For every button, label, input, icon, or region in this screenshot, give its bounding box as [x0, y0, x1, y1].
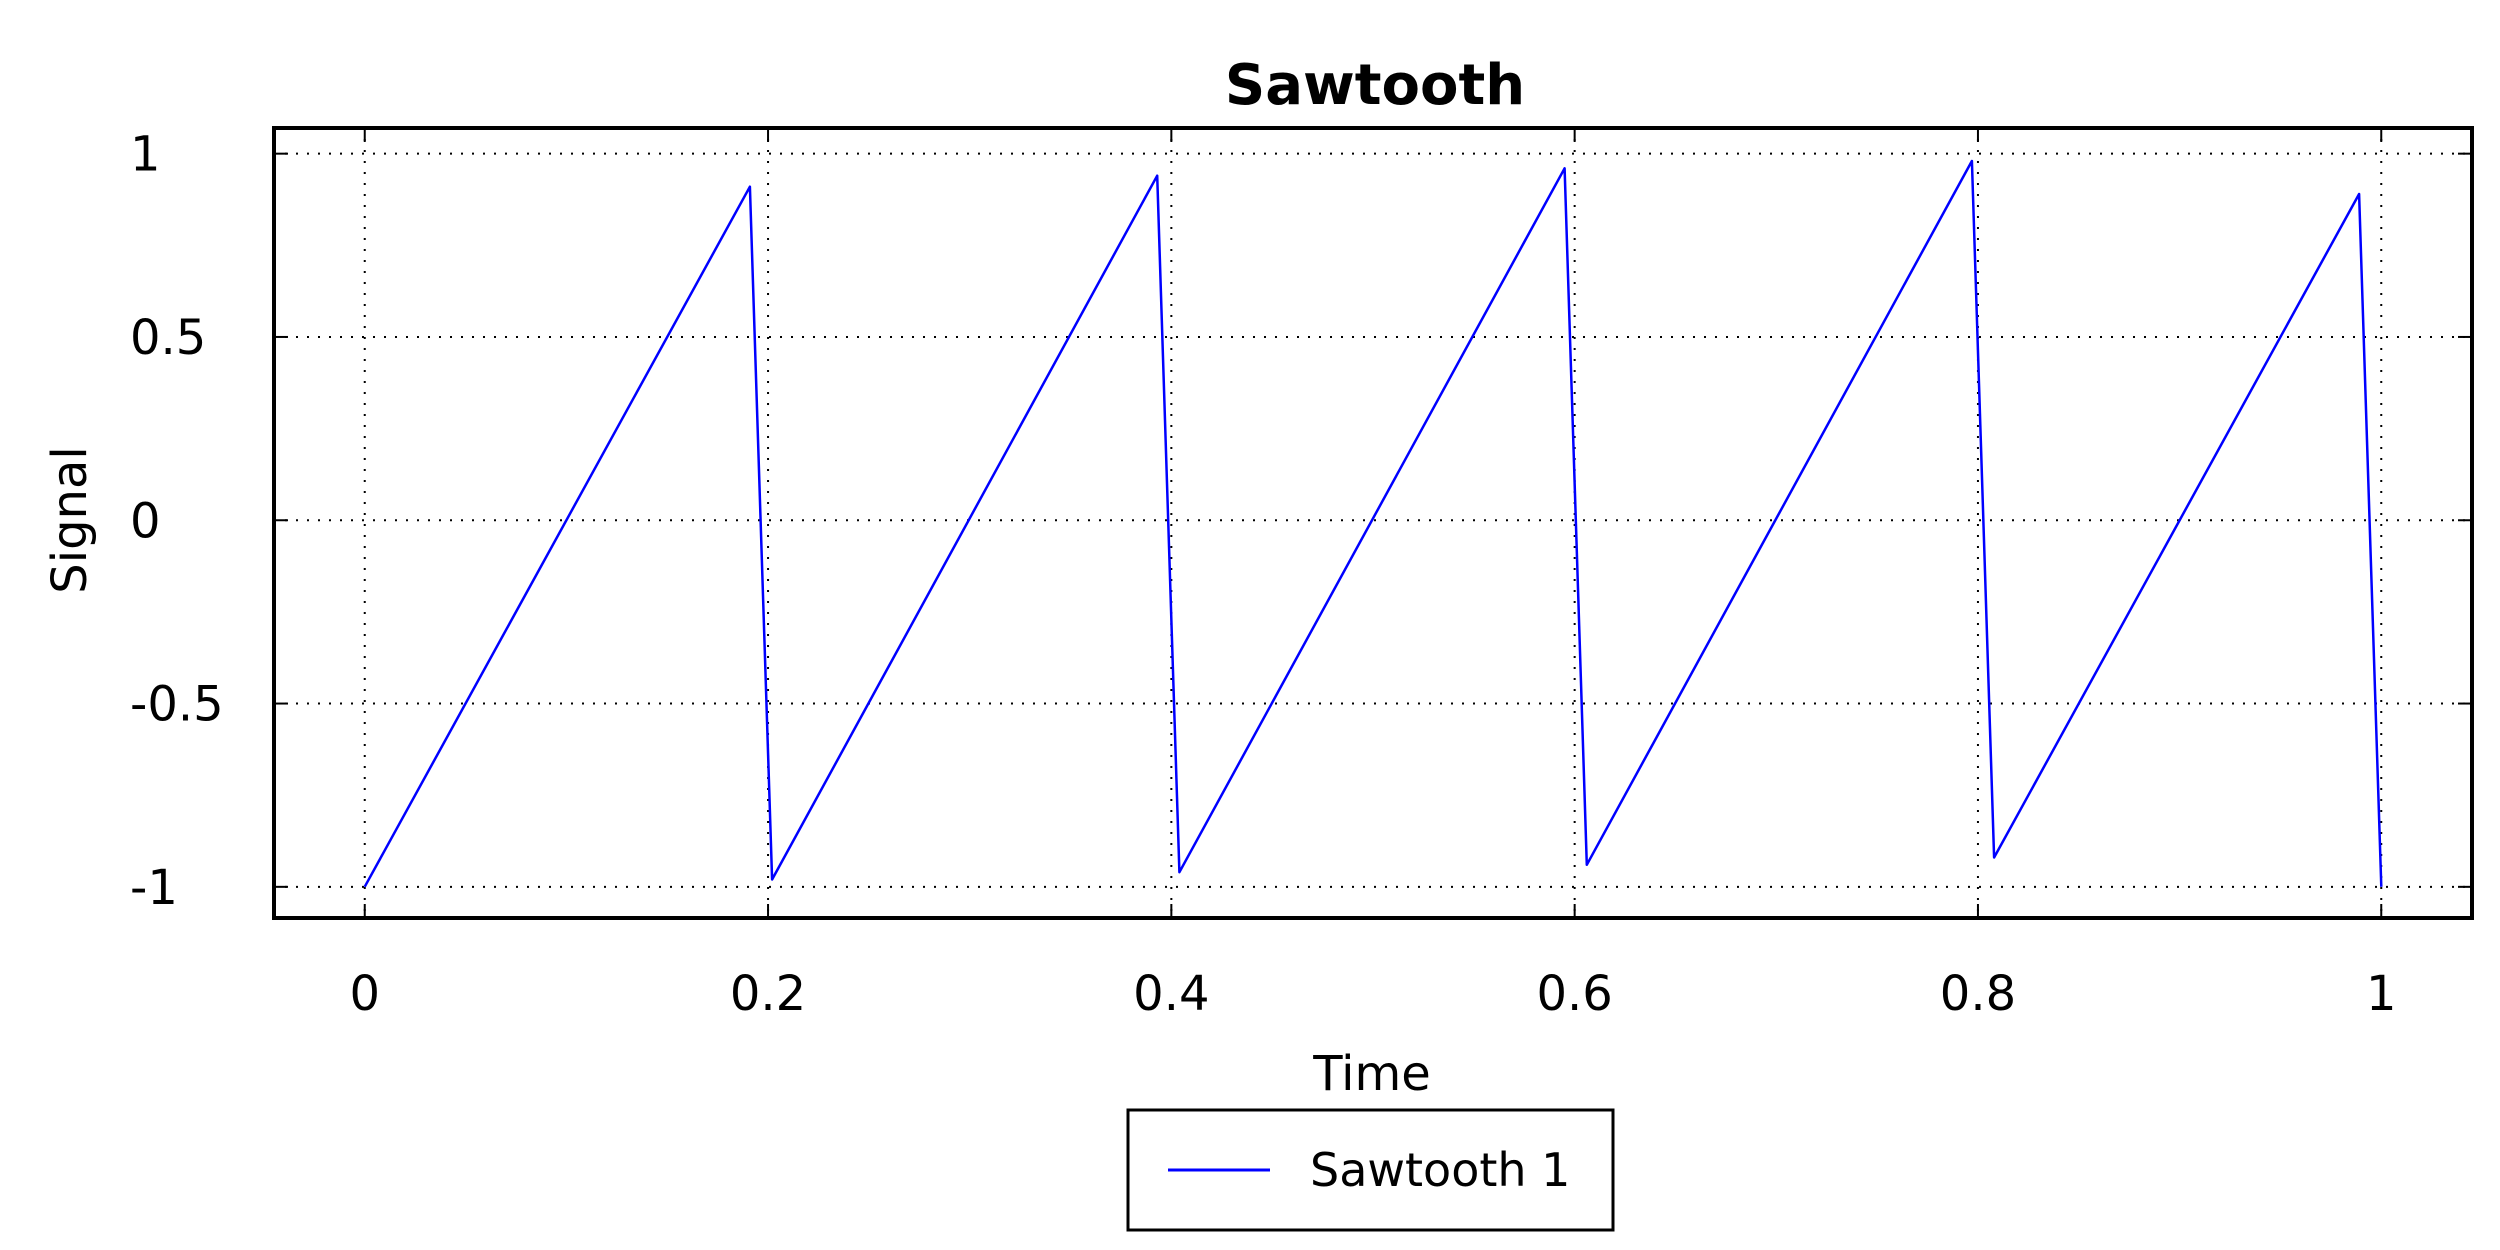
- y-tick-label: 0.5: [130, 310, 206, 366]
- axis-ticks: [274, 128, 2472, 918]
- x-tick-label: 0.6: [1536, 966, 1612, 1022]
- x-tick-label: 0.4: [1133, 966, 1209, 1022]
- series-layer: [363, 159, 2383, 888]
- series-line-sawtooth-1: [363, 159, 2383, 888]
- y-axis-label: Signal: [42, 446, 98, 593]
- x-tick-label: 0: [349, 966, 380, 1022]
- gridlines: [274, 128, 2472, 918]
- legend: Sawtooth 1: [1126, 1108, 1615, 1232]
- y-tick-label: 1: [130, 127, 161, 183]
- y-tick-label: 0: [130, 493, 161, 549]
- x-tick-label: 0.2: [730, 966, 806, 1022]
- y-tick-label: -1: [130, 860, 178, 916]
- y-tick-label: -0.5: [130, 677, 224, 733]
- x-axis-label: Time: [1312, 1046, 1430, 1102]
- chart-title: Sawtooth: [1225, 53, 1525, 118]
- plot-frame: [272, 126, 2474, 920]
- x-tick-label: 1: [2366, 966, 2397, 1022]
- x-tick-label: 0.8: [1940, 966, 2016, 1022]
- legend-label-sawtooth-1: Sawtooth 1: [1310, 1143, 1570, 1197]
